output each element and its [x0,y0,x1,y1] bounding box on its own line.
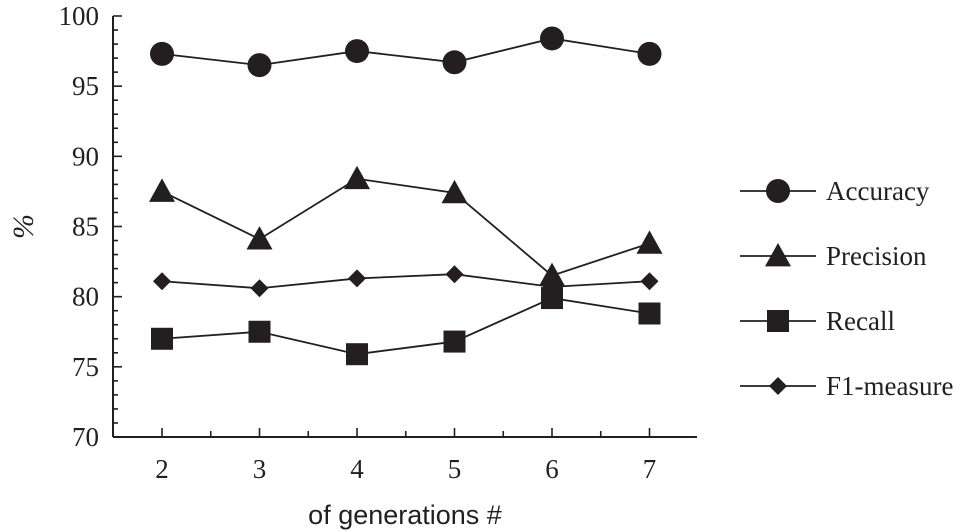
recall-point [248,320,271,343]
legend-item-precision: Precision [740,241,927,271]
recall-point [151,327,173,350]
legend-marker-precision [765,243,791,267]
x-ticks: 2 3 4 5 6 7 [112,428,657,484]
x-tick-label: 6 [545,454,559,484]
recall-point [443,330,466,353]
x-axis-title: of generations # [308,500,502,530]
legend-item-f1-measure: F1-measure [740,371,953,401]
accuracy-point [150,41,174,66]
accuracy-point [345,39,369,64]
f1-measure-point [153,272,171,291]
accuracy-point [637,41,662,66]
precision-point [441,179,468,204]
precision-point [246,226,273,250]
series-accuracy [150,26,662,78]
accuracy-point [442,50,467,75]
legend-label-recall: Recall [826,306,895,336]
f1-measure-point [445,265,464,284]
series-precision [149,165,663,287]
legend-marker-f1-measure [769,377,787,395]
legend-marker-accuracy [766,179,790,203]
series-f1-measure [153,265,659,298]
legend-label-f1-measure: F1-measure [826,371,953,401]
x-tick-label: 4 [350,454,364,484]
accuracy-point [247,53,272,78]
f1-measure-point [348,269,366,288]
y-ticks: 70 75 80 85 90 95 100 [59,1,122,452]
legend-item-recall: Recall [740,306,895,336]
recall-point [638,302,661,325]
series-line-precision [161,177,650,277]
precision-point [636,230,663,254]
y-tick-label: 95 [72,71,99,101]
x-tick-label: 3 [253,454,267,484]
f1-measure-point [543,277,561,296]
y-tick-label: 100 [59,1,100,31]
x-tick-label: 7 [643,454,657,484]
precision-point [539,262,565,287]
y-tick-label: 80 [72,282,99,312]
f1-measure-point [250,279,269,298]
precision-point [344,165,370,190]
series-recall [151,287,661,366]
y-tick-label: 75 [72,352,99,382]
legend-label-precision: Precision [826,241,927,271]
f1-measure-point [640,272,659,291]
series-layer [149,26,663,366]
legend-marker-recall [767,310,789,332]
x-tick-label: 5 [448,454,462,484]
x-tick-label: 2 [155,454,169,484]
legend-label-accuracy: Accuracy [826,176,930,206]
y-tick-label: 90 [72,141,99,171]
recall-point [346,343,368,366]
series-line-f1-measure [161,273,650,290]
precision-point [149,178,175,202]
y-axis-title: % [7,214,40,239]
series-line-recall [161,297,650,356]
series-line-accuracy [161,37,650,67]
legend: Accuracy Precision Recall F1-measure [740,176,953,401]
y-tick-label: 85 [72,212,99,242]
accuracy-point [540,26,564,51]
legend-item-accuracy: Accuracy [740,176,930,206]
recall-point [541,287,563,310]
y-tick-label: 70 [72,422,99,452]
axes [112,16,697,438]
